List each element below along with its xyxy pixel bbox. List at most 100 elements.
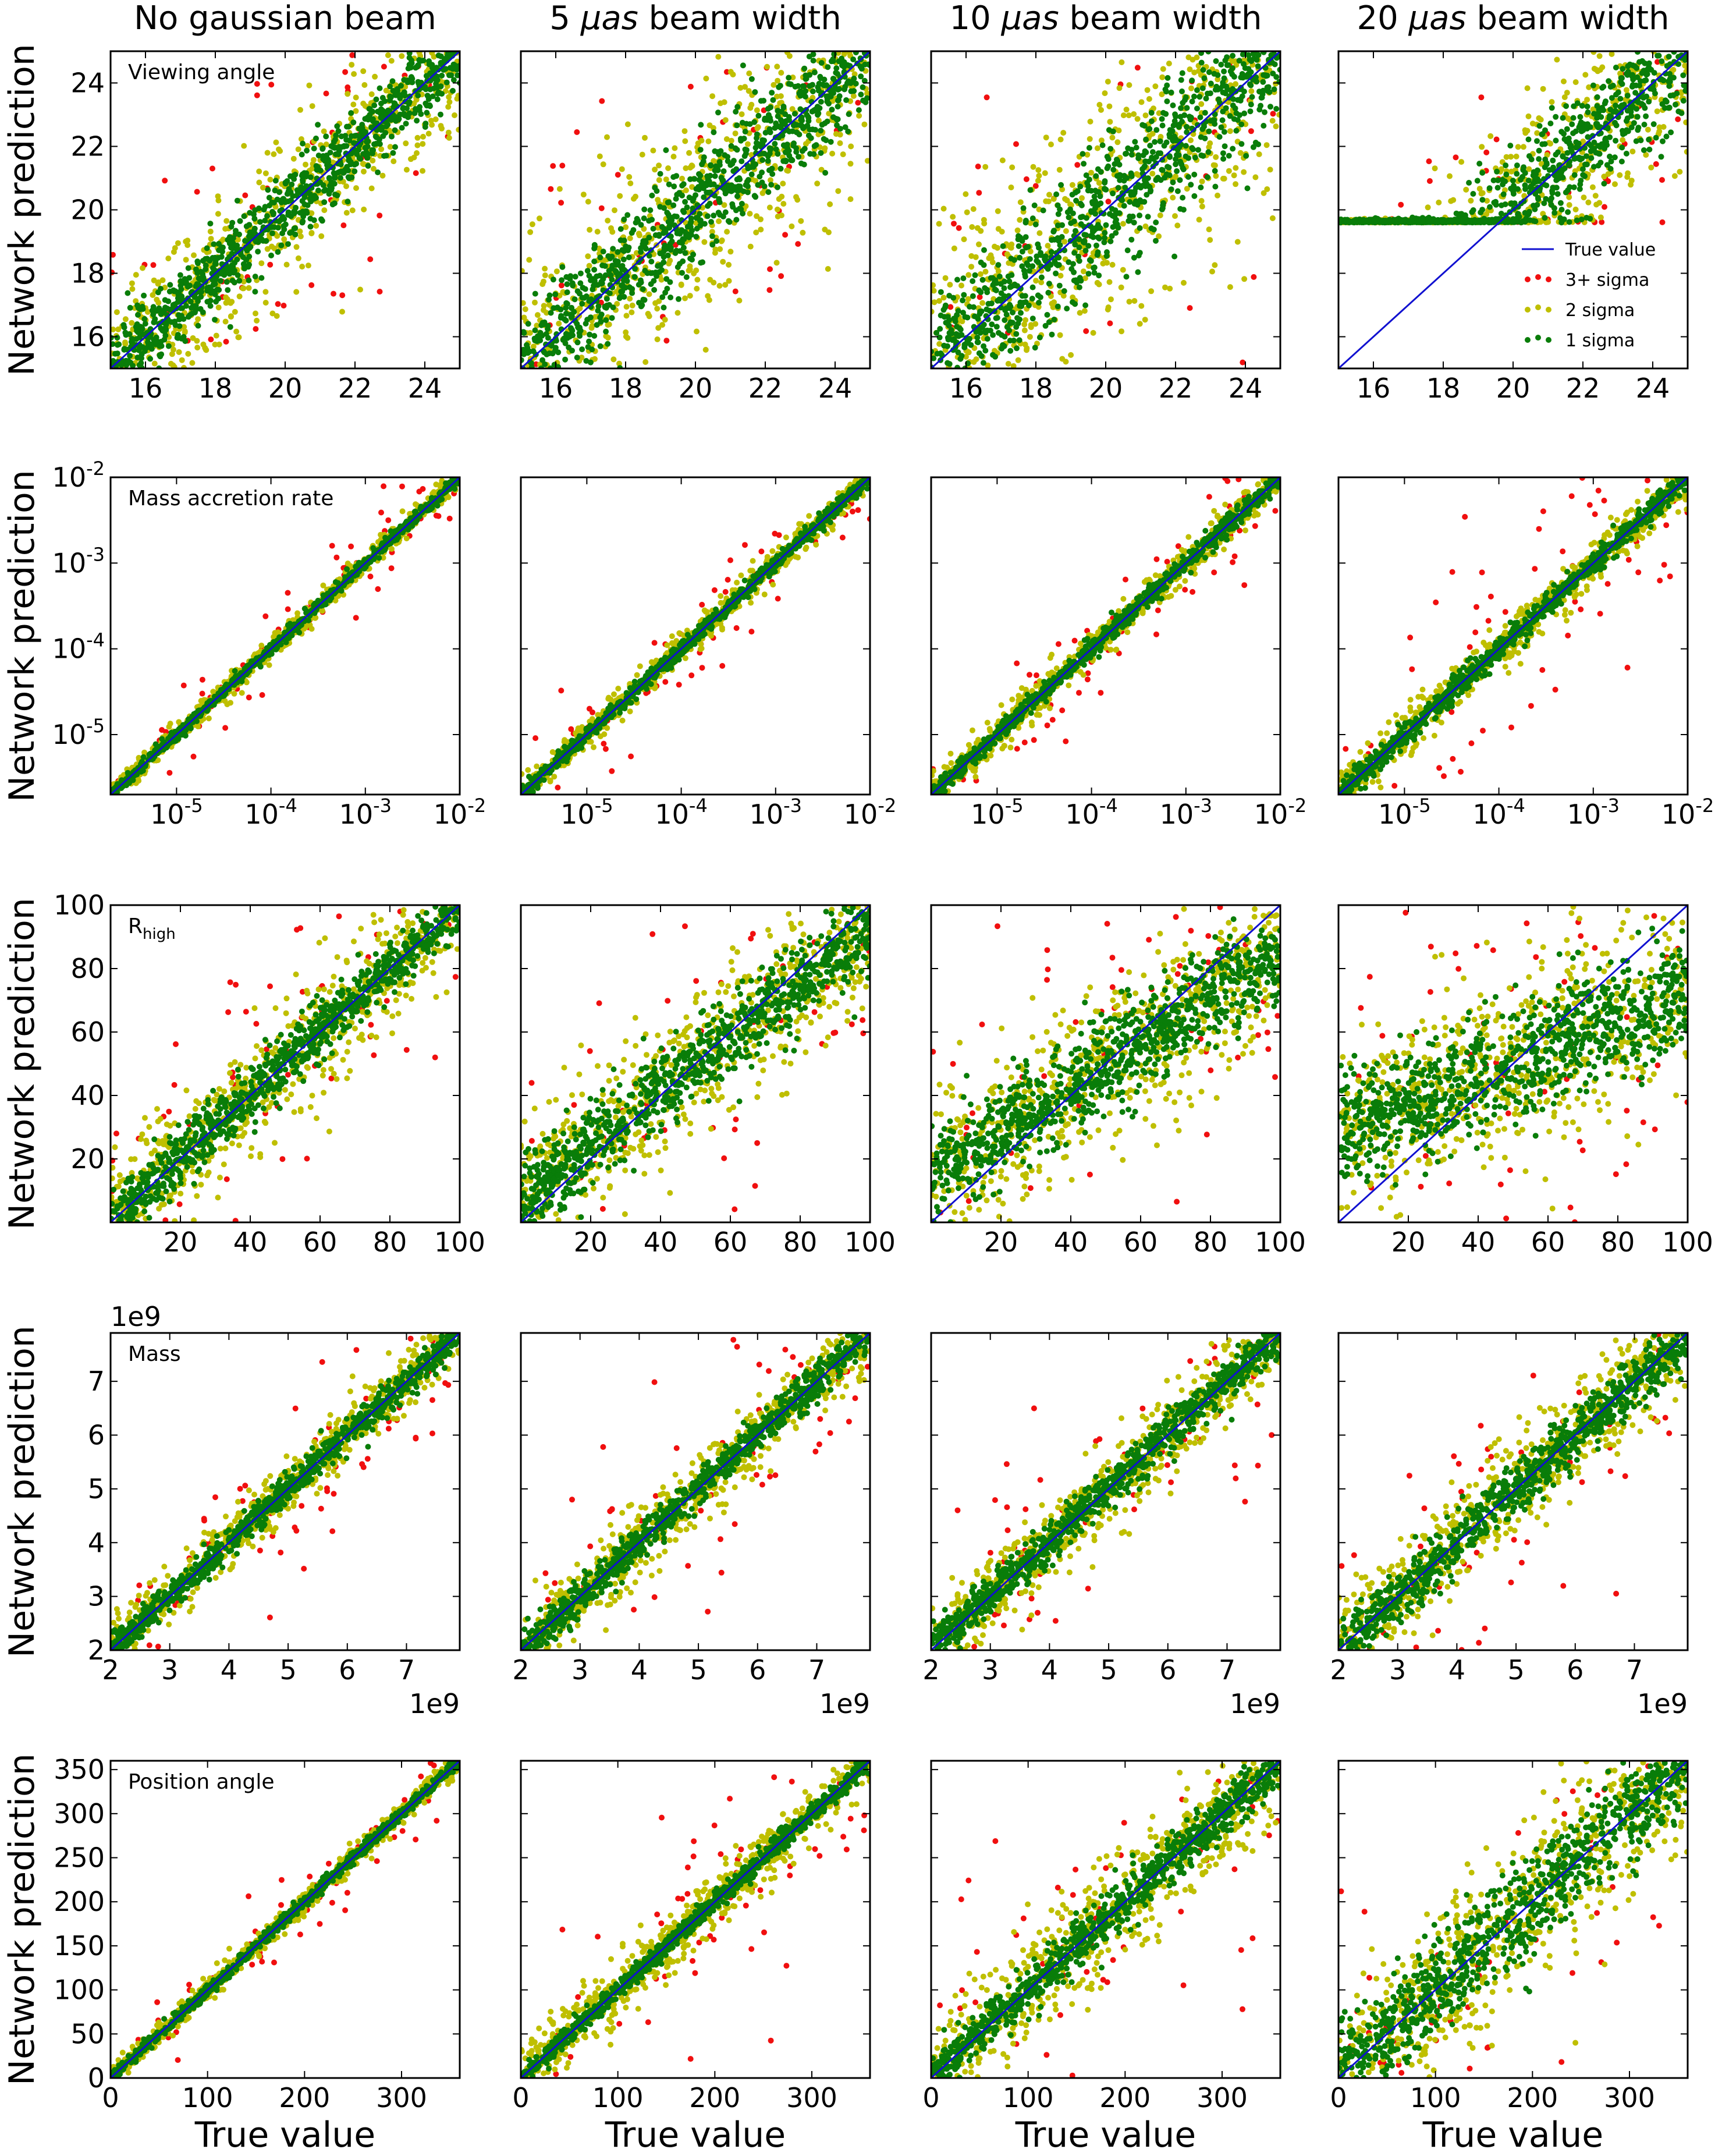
point-two-sigma [414,142,421,148]
point-one-sigma [1221,129,1227,135]
point-one-sigma [992,353,999,360]
point-one-sigma [786,81,792,87]
point-one-sigma [1273,106,1280,112]
point-one-sigma [1089,199,1095,205]
point-two-sigma [1241,276,1248,282]
point-one-sigma [638,245,644,251]
point-one-sigma [431,86,437,91]
point-one-sigma [1153,154,1159,160]
point-two-sigma [527,229,534,235]
point-one-sigma [218,270,224,276]
point-two-sigma [766,204,773,211]
point-one-sigma [982,347,989,354]
y-tick-label: 20 [70,194,105,226]
point-two-sigma [1061,239,1068,245]
point-one-sigma [574,321,580,327]
point-one-sigma [984,286,990,293]
point-one-sigma [1025,262,1031,268]
point-two-sigma [246,285,252,291]
point-one-sigma [284,178,290,185]
point-one-sigma [1040,207,1046,214]
point-two-sigma [736,297,743,304]
point-one-sigma [1260,87,1266,94]
point-one-sigma [1166,164,1172,171]
point-one-sigma [545,335,551,341]
point-one-sigma [797,122,804,129]
point-one-sigma [755,112,762,119]
point-two-sigma [931,288,937,294]
point-two-sigma [521,268,525,274]
point-one-sigma [680,244,687,251]
point-three-sigma [1453,154,1459,161]
point-one-sigma [1055,211,1061,217]
point-one-sigma [612,258,619,264]
point-two-sigma [1436,199,1442,205]
point-two-sigma [585,198,591,205]
point-three-sigma [377,212,383,219]
point-one-sigma [587,331,593,338]
point-one-sigma [150,306,157,313]
point-two-sigma [636,232,642,239]
point-two-sigma [529,221,535,228]
point-one-sigma [697,147,704,153]
point-one-sigma [257,219,263,225]
point-one-sigma [172,318,178,325]
point-one-sigma [1179,70,1185,76]
point-one-sigma [1213,58,1219,64]
point-one-sigma [586,272,592,279]
point-two-sigma [236,293,243,300]
point-one-sigma [1036,334,1043,341]
point-one-sigma [195,322,201,329]
point-three-sigma [253,326,259,332]
point-one-sigma [619,288,626,295]
point-two-sigma [1087,136,1093,142]
point-two-sigma [702,346,709,353]
point-three-sigma [223,339,229,345]
point-two-sigma [936,221,942,227]
point-one-sigma [212,276,219,282]
point-three-sigma [1398,201,1404,208]
point-one-sigma [619,282,626,288]
point-two-sigma [1062,196,1068,202]
point-one-sigma [602,263,608,269]
point-one-sigma [808,135,814,141]
point-one-sigma [861,77,868,84]
point-two-sigma [208,236,214,242]
point-two-sigma [629,302,635,308]
point-one-sigma [338,133,345,140]
point-two-sigma [151,277,157,283]
point-two-sigma [306,82,313,88]
point-one-sigma [697,211,703,217]
point-one-sigma [567,273,574,279]
point-three-sigma [663,338,670,344]
point-one-sigma [940,307,947,313]
point-two-sigma [790,75,796,80]
point-one-sigma [818,150,824,156]
point-one-sigma [1265,84,1272,90]
point-three-sigma [111,251,116,258]
point-one-sigma [1170,102,1176,108]
point-two-sigma [223,294,229,300]
point-one-sigma [853,51,859,56]
point-one-sigma [806,54,812,60]
point-one-sigma [572,274,578,280]
point-one-sigma [591,242,598,248]
point-one-sigma [203,256,208,262]
point-one-sigma [595,282,601,288]
point-two-sigma [171,346,176,353]
point-two-sigma [1273,123,1279,130]
point-two-sigma [995,208,1001,214]
point-one-sigma [112,350,118,357]
point-one-sigma [732,145,738,151]
point-two-sigma [1269,118,1276,124]
point-one-sigma [765,105,771,112]
point-two-sigma [662,317,668,323]
point-two-sigma [429,122,435,128]
point-two-sigma [1036,172,1042,179]
point-two-sigma [140,265,145,271]
point-one-sigma [551,361,558,368]
point-one-sigma [1212,183,1219,190]
point-two-sigma [774,206,780,212]
point-two-sigma [1102,90,1108,97]
point-one-sigma [1229,71,1235,77]
